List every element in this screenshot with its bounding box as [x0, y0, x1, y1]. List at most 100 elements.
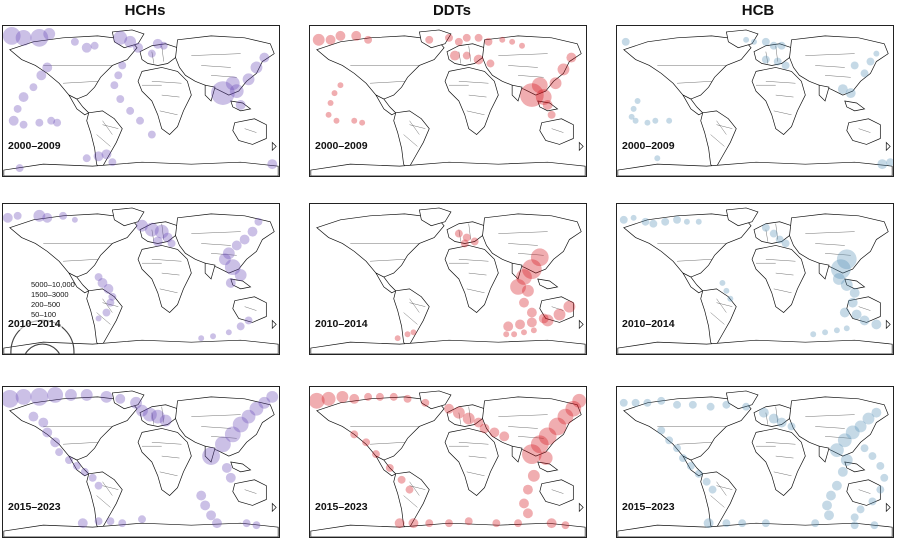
concentration-circle — [225, 329, 232, 336]
period-label: 2000–2009 — [621, 140, 676, 152]
land-outline — [232, 296, 267, 323]
land-outline — [418, 390, 452, 410]
legend-label: 1500–3000 — [31, 290, 69, 299]
concentration-circle — [222, 247, 235, 260]
concentration-circle — [232, 416, 249, 433]
concentration-circle — [523, 508, 533, 519]
country-border — [403, 312, 418, 325]
map-panel-hcb-2015-2023: 2015–2023 — [616, 386, 894, 538]
country-border — [518, 75, 544, 78]
country-border — [151, 259, 182, 262]
land-outline — [753, 43, 792, 66]
concentration-circle — [522, 284, 534, 297]
country-border — [508, 426, 538, 429]
country-border — [458, 229, 461, 242]
period-label: 2000–2009 — [7, 140, 62, 152]
country-border — [161, 223, 164, 240]
concentration-circle — [337, 82, 344, 89]
concentration-circle — [866, 57, 875, 66]
period-label: 2010–2014 — [7, 318, 62, 330]
concentration-circle — [666, 117, 673, 124]
country-border — [765, 51, 768, 64]
concentration-circle — [873, 50, 880, 57]
concentration-circle — [484, 37, 493, 46]
world-map — [3, 207, 279, 354]
concentration-circle — [33, 209, 46, 222]
concentration-circle — [198, 335, 205, 342]
concentration-circle — [868, 497, 877, 506]
country-border — [508, 65, 538, 68]
land-outline — [418, 29, 452, 49]
concentration-circle — [526, 307, 537, 318]
country-border — [815, 243, 845, 246]
country-border — [409, 120, 420, 135]
land-outline — [444, 67, 499, 136]
country-border — [466, 110, 485, 115]
concentration-circle — [522, 444, 542, 464]
concentration-circle — [761, 223, 770, 232]
concentration-circle — [65, 456, 73, 464]
land-outline — [482, 396, 582, 457]
concentration-circle — [632, 117, 639, 124]
concentration-circle — [742, 402, 751, 411]
concentration-circle — [824, 510, 834, 521]
concentration-circle — [473, 417, 484, 428]
concentration-circle — [526, 317, 537, 328]
land-outline — [310, 161, 586, 176]
concentration-circle — [229, 84, 244, 99]
land-outline — [204, 84, 216, 102]
concentration-circle — [42, 212, 53, 223]
land-outline — [789, 396, 889, 457]
land-outline — [393, 288, 430, 349]
land-outline — [725, 390, 759, 410]
concentration-circle — [167, 239, 176, 248]
world-map — [3, 26, 279, 176]
concentration-circle — [657, 396, 666, 405]
country-border — [710, 134, 725, 147]
concentration-circle — [225, 278, 236, 288]
world-map — [3, 387, 279, 537]
concentration-circle — [55, 448, 64, 457]
land-outline — [537, 278, 559, 290]
country-border — [825, 253, 851, 256]
concentration-circle — [159, 41, 168, 50]
concentration-circle — [15, 388, 32, 405]
concentration-circle — [210, 333, 216, 340]
land-outline — [86, 110, 123, 171]
country-border — [858, 306, 871, 311]
concentration-circle — [489, 427, 500, 438]
concentration-circle — [830, 259, 851, 279]
concentration-circle — [503, 321, 514, 332]
land-outline — [700, 110, 737, 171]
country-border — [191, 53, 241, 56]
country-border — [244, 489, 257, 494]
concentration-circle — [449, 50, 460, 61]
land-outline — [139, 404, 178, 427]
land-outline — [139, 221, 178, 244]
concentration-circle — [572, 393, 586, 408]
concentration-circle — [425, 35, 434, 44]
country-border — [370, 81, 406, 84]
land-outline — [818, 445, 830, 463]
concentration-circle — [886, 158, 893, 167]
concentration-circle — [138, 515, 146, 524]
country-border — [161, 45, 164, 62]
land-outline — [885, 502, 891, 513]
land-outline — [844, 278, 866, 290]
land-outline — [139, 43, 178, 66]
country-border — [858, 128, 871, 133]
period-label: 2015–2023 — [7, 501, 62, 513]
land-outline — [725, 29, 759, 49]
country-border — [466, 471, 485, 476]
concentration-circle — [394, 335, 401, 342]
land-outline — [175, 35, 275, 96]
concentration-circle — [565, 400, 582, 417]
concentration-circle — [95, 315, 102, 322]
country-border — [825, 436, 851, 439]
concentration-circle — [541, 314, 554, 327]
land-outline — [751, 245, 806, 314]
concentration-circle — [258, 396, 271, 409]
concentration-circle — [331, 90, 338, 97]
concentration-circle — [335, 30, 346, 41]
land-outline — [789, 213, 889, 274]
